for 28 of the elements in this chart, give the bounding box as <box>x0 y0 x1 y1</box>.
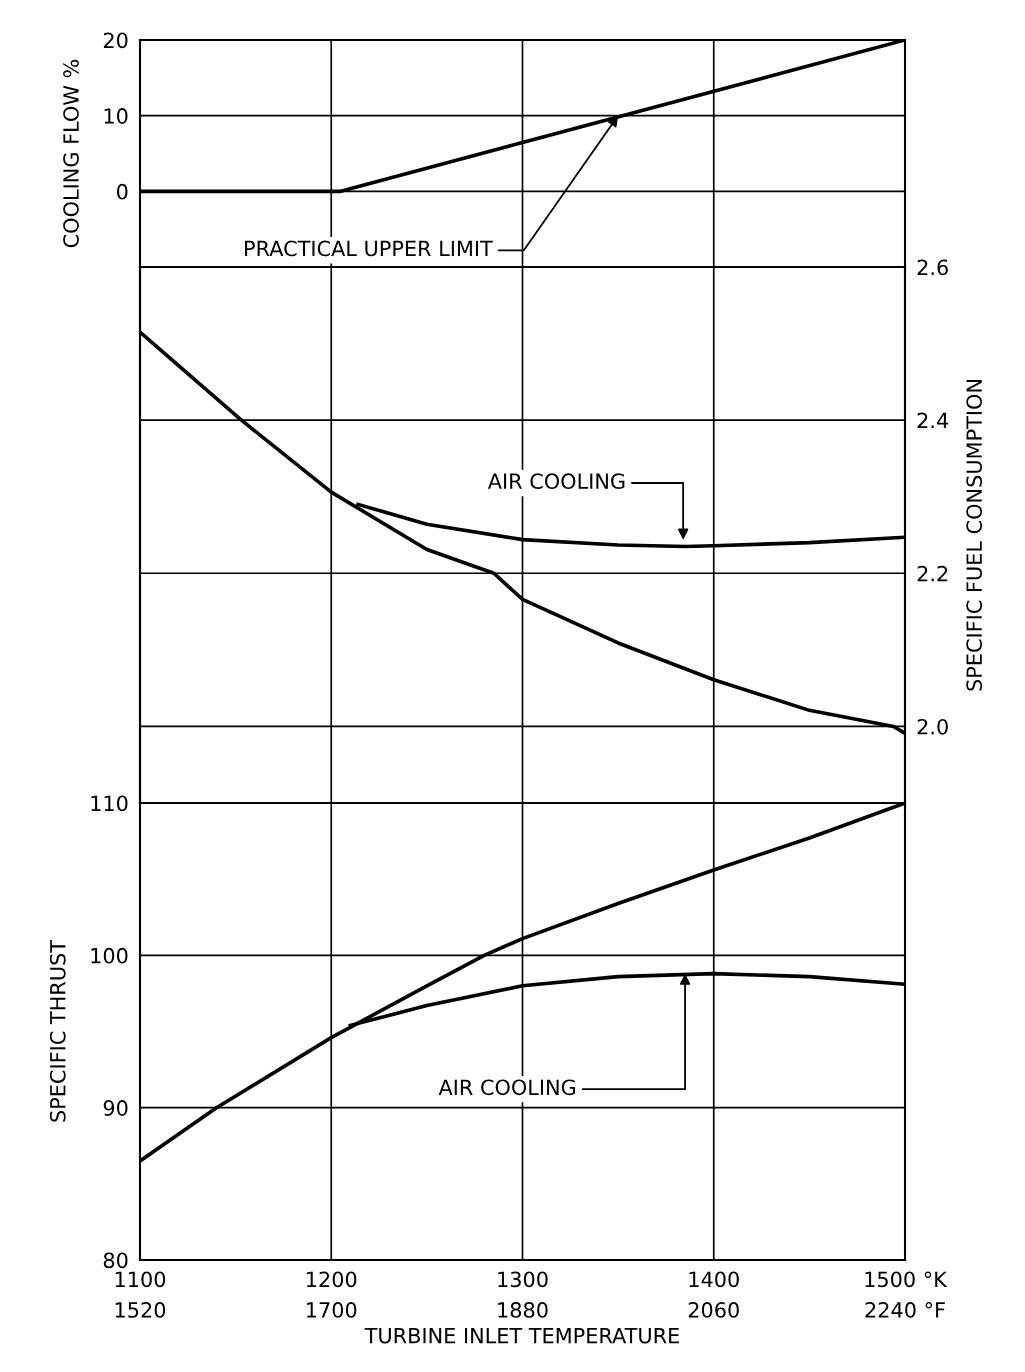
y-tick-label: 90 <box>103 1100 128 1116</box>
annotation: AIR COOLING <box>487 473 625 490</box>
y-axis-title: COOLING FLOW % <box>63 59 79 248</box>
y-tick-label: 80 <box>103 1252 128 1269</box>
x-tick-label: 1100 <box>115 1271 166 1288</box>
y-tick-label: 0 <box>117 183 128 200</box>
x2-tick-label: 1880 <box>498 1302 548 1318</box>
y-tick-label: 100 <box>91 947 128 964</box>
x-tick-label: 1200 <box>307 1271 357 1288</box>
y-axis-title: SPECIFIC THRUST <box>49 939 66 1122</box>
y-tick-label: 20 <box>103 32 128 49</box>
y2-tick-label: 2.2 <box>917 565 948 582</box>
y2-axis-title: SPECIFIC FUEL CONSUMPTION <box>966 380 983 691</box>
x-tick-label: 1400 <box>689 1271 739 1288</box>
y-tick-label: 110 <box>91 795 128 812</box>
x2-tick-label: 1700 <box>307 1302 357 1318</box>
x-tick-label: 1300 <box>498 1271 548 1288</box>
x2-tick-label: 2060 <box>688 1302 739 1318</box>
x2-tick-label: 1520 <box>115 1302 166 1318</box>
y2-tick-label: 2.0 <box>917 718 948 735</box>
y2-tick-label: 2.4 <box>917 412 949 429</box>
x2-tick-label: 2240 °F <box>865 1302 945 1318</box>
x-axis-title: TURBINE INLET TEMPERATURE <box>364 1328 679 1344</box>
annotation: PRACTICAL UPPER LIMIT <box>245 240 493 257</box>
y-tick-label: 10 <box>104 108 128 124</box>
y2-tick-label: 2.6 <box>917 259 948 276</box>
annotation: AIR COOLING <box>438 1079 576 1096</box>
x-tick-label: 1500 °K <box>865 1271 948 1288</box>
